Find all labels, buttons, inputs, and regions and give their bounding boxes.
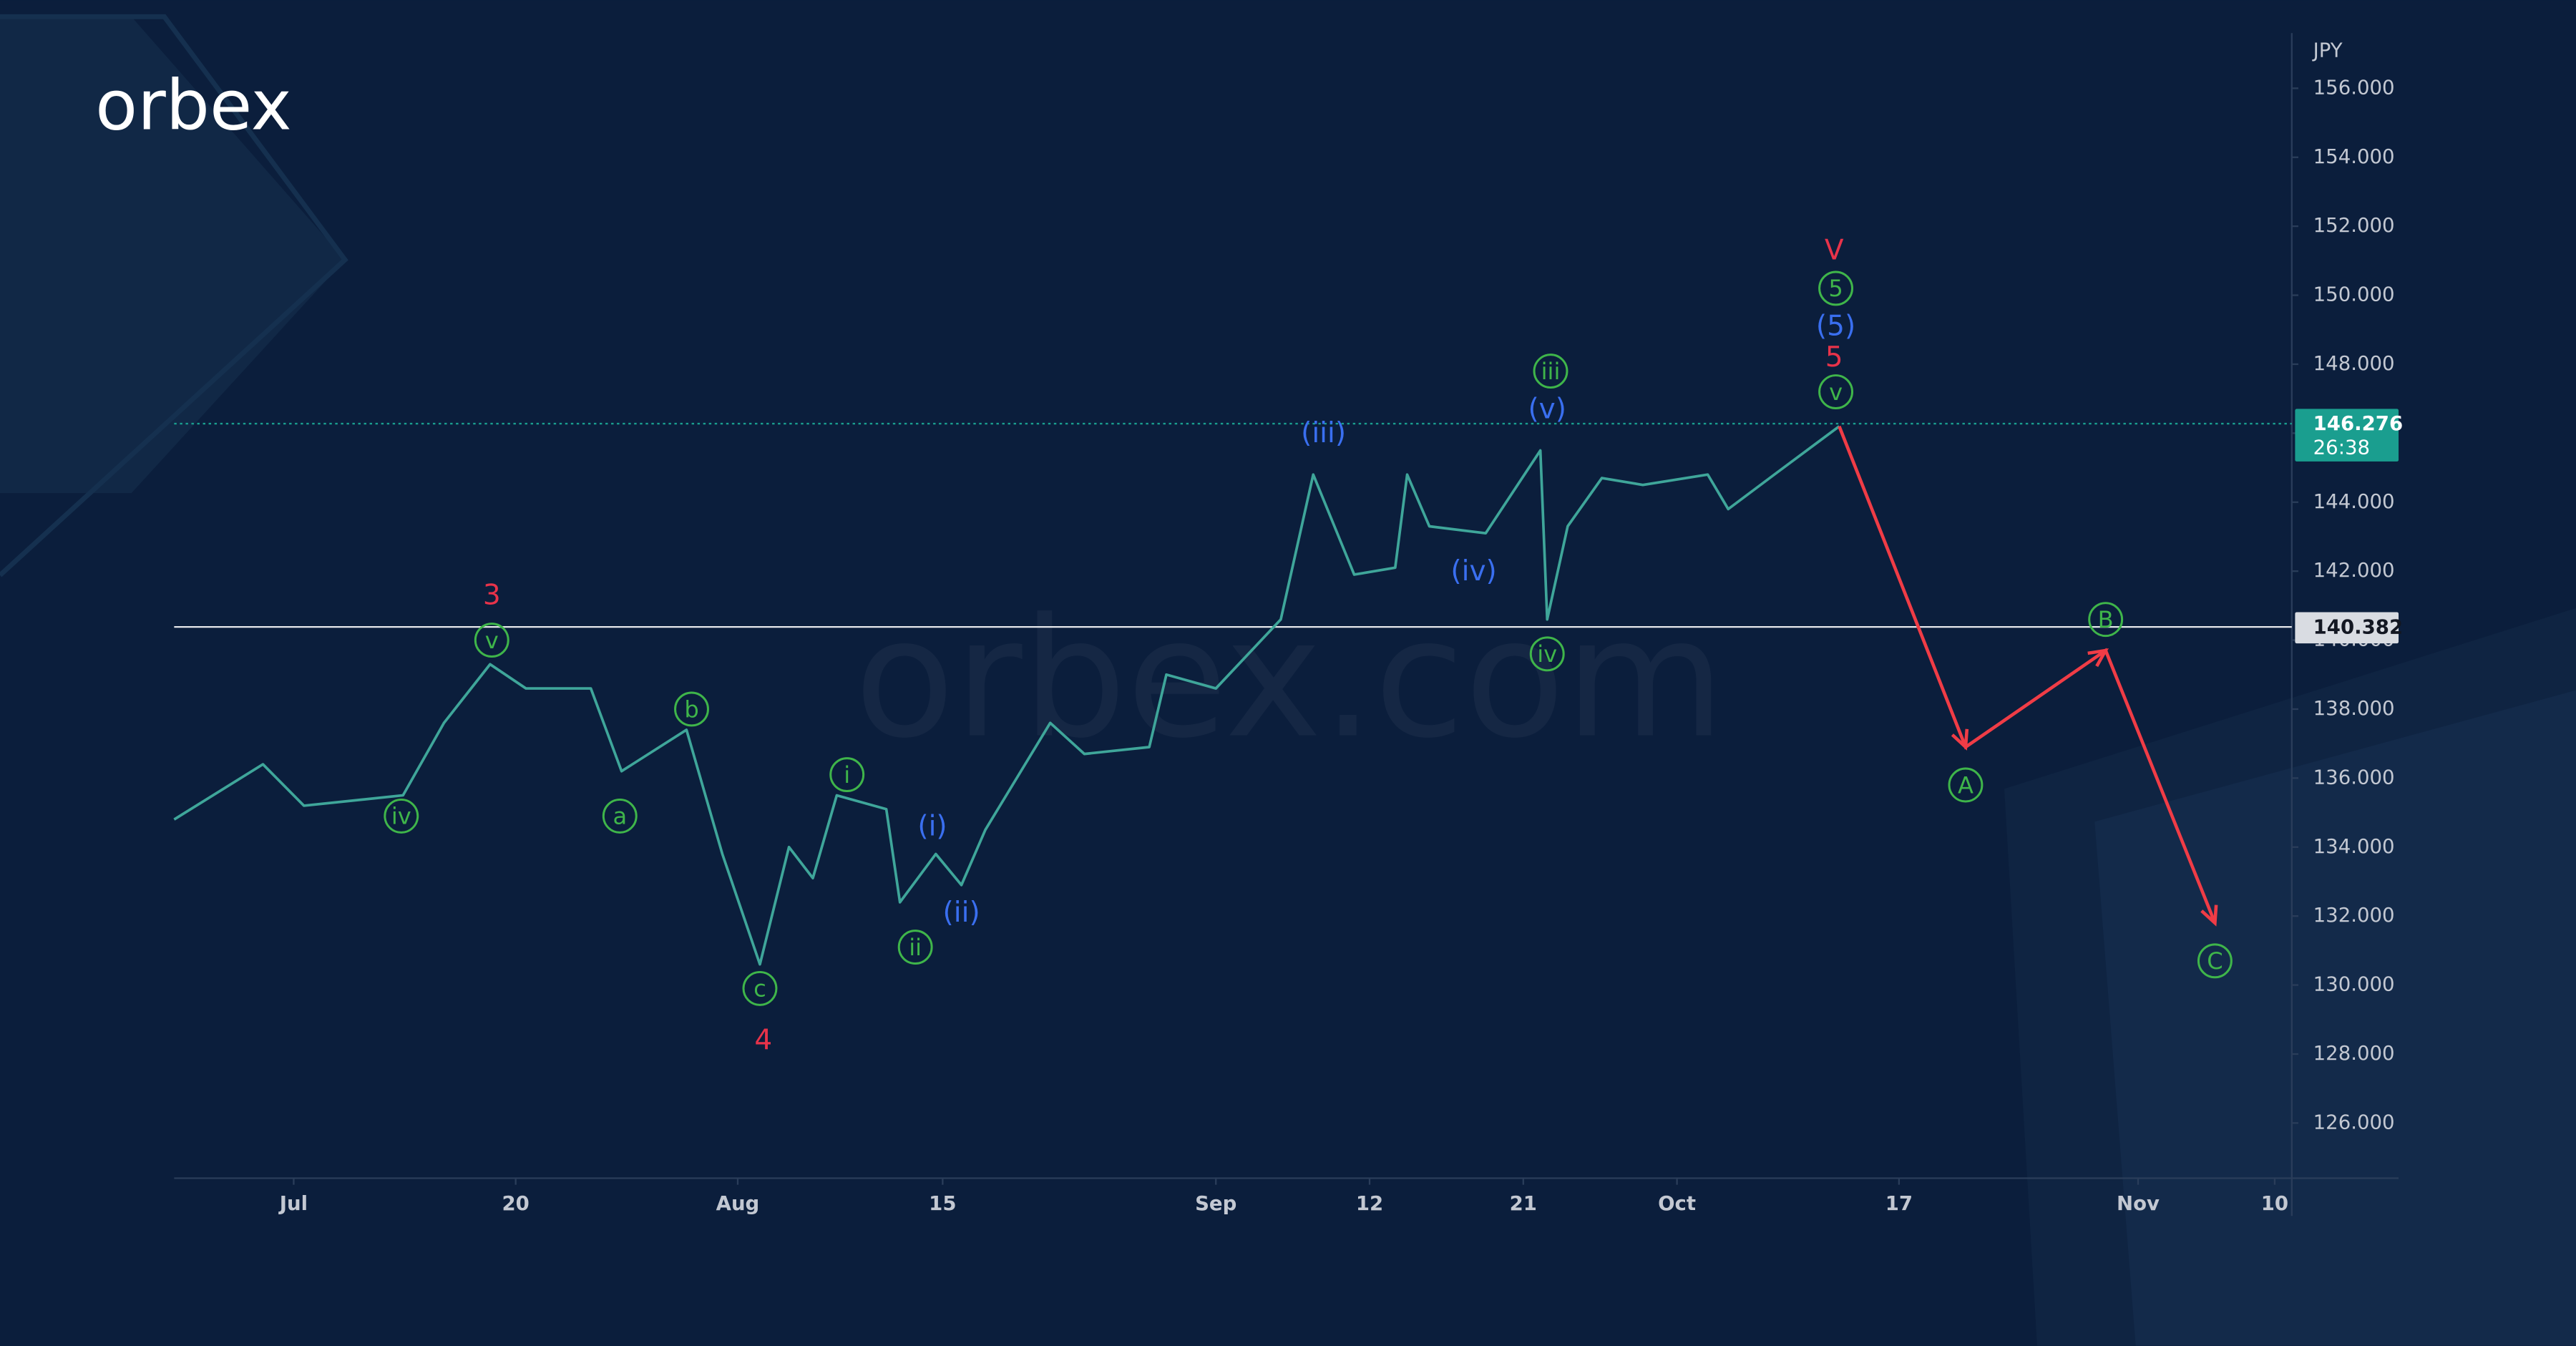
y-tick-label: 136.000 [2313, 766, 2395, 789]
y-tick-label: 126.000 [2313, 1111, 2395, 1133]
price-label-box [2295, 409, 2399, 462]
wave-label: V [1825, 235, 1844, 267]
projection-path [1838, 425, 2217, 924]
x-tick-label: Aug [716, 1192, 760, 1215]
x-tick-label: 20 [502, 1192, 530, 1215]
y-tick-label: 130.000 [2313, 973, 2395, 996]
wave-circle [2088, 602, 2124, 638]
wave-label: (iv) [1450, 555, 1496, 587]
x-tick-label: Jul [278, 1192, 308, 1215]
wave-circle [474, 623, 509, 658]
x-tick-label: 17 [1885, 1192, 1913, 1215]
y-tick-label: 150.000 [2313, 283, 2395, 306]
wave-circle [1818, 270, 1854, 306]
x-tick-label: Sep [1195, 1192, 1236, 1215]
brand-logo: orbex [95, 66, 292, 146]
x-tick-label: 21 [1510, 1192, 1537, 1215]
wave-label: v [1829, 379, 1843, 406]
y-tick-label: 132.000 [2313, 904, 2395, 927]
wave-circle [384, 798, 419, 834]
arrowhead [2087, 648, 2109, 668]
y-tick-label: 134.000 [2313, 835, 2395, 858]
wave-circle [1818, 374, 1854, 409]
y-tick-label: 138.000 [2313, 697, 2395, 720]
y-tick-label: 154.000 [2313, 145, 2395, 168]
wave-label: (5) [1816, 311, 1855, 343]
wave-label: (i) [917, 811, 947, 843]
wave-label: B [2098, 606, 2114, 633]
arrowhead [1951, 728, 1969, 751]
wave-label: 4 [754, 1024, 772, 1056]
wave-circle [742, 970, 778, 1006]
wave-label: b [684, 696, 698, 723]
price-label-box [2295, 612, 2399, 644]
price-label: 146.276 [2313, 412, 2403, 435]
wave-circle [674, 691, 709, 727]
wave-circle [829, 757, 865, 793]
x-tick-label: 10 [2261, 1192, 2288, 1215]
wave-circle [897, 930, 933, 965]
wave-label: 5 [1825, 341, 1843, 374]
y-tick-label: 156.000 [2313, 76, 2395, 99]
x-tick-label: Nov [2117, 1192, 2160, 1215]
y-tick-label: 144.000 [2313, 490, 2395, 513]
wave-label: C [2207, 947, 2223, 975]
wave-label: 5 [1828, 275, 1843, 302]
watermark: orbex.com [854, 584, 1725, 775]
wave-label: (ii) [943, 897, 980, 929]
wave-circle [602, 798, 638, 834]
y-tick-label: 148.000 [2313, 352, 2395, 375]
y-tick-label: 152.000 [2313, 214, 2395, 237]
x-tick-label: 12 [1356, 1192, 1383, 1215]
wave-circle [1529, 636, 1565, 672]
wave-circle [2197, 943, 2233, 979]
wave-label: ii [909, 934, 922, 961]
price-label: 140.382 [2313, 615, 2403, 638]
wave-label: i [844, 761, 850, 789]
wave-label: iv [391, 803, 411, 830]
wave-label: (iii) [1301, 417, 1346, 449]
y-tick-label: 128.000 [2313, 1042, 2395, 1065]
wave-label: c [753, 975, 766, 1003]
wave-label: 3 [483, 580, 501, 612]
wave-circle [1533, 353, 1568, 389]
y-tick-label: 142.000 [2313, 559, 2395, 582]
x-tick-label: Oct [1658, 1192, 1696, 1215]
y-unit: JPY [2312, 39, 2343, 62]
price-line [173, 425, 1840, 966]
decor [0, 14, 2576, 1346]
wave-label: (v) [1528, 393, 1566, 425]
wave-label: iii [1541, 358, 1561, 385]
x-tick-label: 15 [929, 1192, 956, 1215]
wave-label: A [1958, 771, 1974, 799]
price-label-sub: 26:38 [2313, 437, 2370, 459]
wave-label: a [613, 803, 627, 830]
arrowhead [2200, 904, 2218, 927]
wave-label: v [485, 627, 499, 654]
wave-circle [1948, 767, 1984, 803]
wave-label: iv [1537, 640, 1557, 668]
